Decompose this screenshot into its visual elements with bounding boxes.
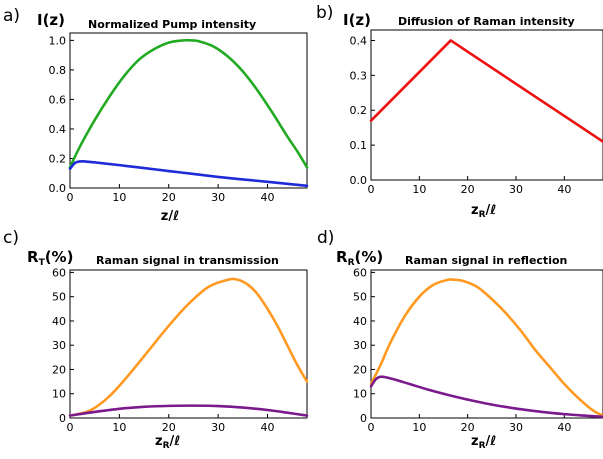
panel-b-y-tick-label: 0.2 bbox=[350, 104, 368, 117]
panel-a-x-tick-label: 20 bbox=[162, 191, 176, 204]
panel-d-x-tick-label: 40 bbox=[557, 421, 571, 434]
panel-c-series-line-1 bbox=[68, 277, 309, 417]
panel-d-y-axis-label: RR(%) bbox=[336, 248, 383, 268]
panel-d-x-axis-label: zR/ℓ bbox=[471, 434, 496, 451]
panel-a-x-tick-label: 30 bbox=[211, 191, 225, 204]
panel-d-x-tick-label: 20 bbox=[461, 421, 475, 434]
panel-c-y-tick-label: 50 bbox=[52, 291, 66, 304]
panel-b-x-tick-label: 40 bbox=[557, 183, 571, 196]
panel-d-y-tick-label: 50 bbox=[353, 291, 367, 304]
panel-b-letter: b) bbox=[316, 3, 333, 23]
panel-d-y-tick-label: 10 bbox=[353, 388, 367, 401]
panel-c-letter: c) bbox=[3, 228, 19, 248]
panel-a-y-tick-label: 0.8 bbox=[49, 64, 67, 77]
panel-c-x-axis-label: zR/ℓ bbox=[155, 434, 180, 451]
panel-b-y-tick-label: 0.4 bbox=[350, 34, 368, 47]
panel-a-y-axis-label: I(z) bbox=[37, 11, 65, 29]
panel-a-y-tick-label: 0.4 bbox=[49, 123, 67, 136]
panel-b-x-tick-label: 0 bbox=[368, 183, 375, 196]
panel-a-y-tick-label: 0.2 bbox=[49, 152, 67, 165]
panel-d: d) RR(%) Raman signal in reflection zR/ℓ… bbox=[317, 228, 603, 451]
panel-b-y-tick-label: 0.0 bbox=[350, 174, 368, 187]
panel-d-series-line-1 bbox=[369, 277, 603, 417]
panel-c-x-tick-label: 0 bbox=[67, 421, 74, 434]
panel-a-x-tick-label: 40 bbox=[261, 191, 275, 204]
panel-c-y-tick-label: 20 bbox=[52, 363, 66, 376]
panel-b-y-tick-label: 0.3 bbox=[350, 69, 368, 82]
panel-c-y-tick-label: 0 bbox=[59, 412, 66, 425]
panel-c-x-tick-label: 40 bbox=[261, 421, 275, 434]
panel-b-y-axis-label: I(z) bbox=[343, 11, 371, 29]
panel-d-plot-frame bbox=[370, 269, 603, 419]
panel-a-series-line-1 bbox=[68, 38, 309, 169]
panel-a: a) I(z) Normalized Pump intensity z/ℓ 0 1… bbox=[3, 6, 309, 224]
panel-b-y-tick-label: 0.1 bbox=[350, 139, 368, 152]
panel-d-y-tick-label: 40 bbox=[353, 315, 367, 328]
panel-c-y-tick-label: 30 bbox=[52, 339, 66, 352]
panel-a-x-tick-label: 10 bbox=[112, 191, 126, 204]
panel-c-plot-frame bbox=[69, 269, 308, 419]
panel-b-title: Diffusion of Raman intensity bbox=[398, 15, 575, 28]
panel-c-y-tick-label: 60 bbox=[52, 266, 66, 279]
panel-c-x-tick-label: 10 bbox=[112, 421, 126, 434]
panel-d-y-tick-label: 0 bbox=[360, 412, 367, 425]
panel-d-y-tick-label: 20 bbox=[353, 363, 367, 376]
panel-d-x-tick-label: 10 bbox=[412, 421, 426, 434]
panel-d-y-tick-label: 30 bbox=[353, 339, 367, 352]
panel-c-title: Raman signal in transmission bbox=[96, 254, 279, 267]
panel-d-series-line-2 bbox=[369, 375, 603, 419]
panel-b-x-tick-label: 30 bbox=[509, 183, 523, 196]
panel-b: b) I(z) Diffusion of Raman intensity zR/… bbox=[316, 3, 603, 220]
panel-b-x-tick-label: 20 bbox=[461, 183, 475, 196]
panel-c: c) RT(%) Raman signal in transmission zR… bbox=[3, 228, 309, 451]
panel-d-y-tick-label: 60 bbox=[353, 266, 367, 279]
panel-a-y-tick-label: 0.6 bbox=[49, 93, 67, 106]
panel-b-x-tick-label: 10 bbox=[412, 183, 426, 196]
panel-c-x-tick-label: 30 bbox=[211, 421, 225, 434]
panel-a-y-tick-label: 1.0 bbox=[49, 34, 67, 47]
panel-d-x-tick-label: 0 bbox=[368, 421, 375, 434]
panel-c-y-axis-label: RT(%) bbox=[27, 248, 73, 268]
panel-b-series-line-1 bbox=[369, 39, 603, 143]
panel-a-y-tick-label: 0.0 bbox=[49, 182, 67, 195]
panel-d-title: Raman signal in reflection bbox=[405, 254, 567, 267]
panel-a-x-tick-label: 0 bbox=[67, 191, 74, 204]
panel-b-plot-frame bbox=[370, 29, 603, 181]
panel-c-series-line-2 bbox=[68, 404, 309, 417]
panel-b-x-axis-label: zR/ℓ bbox=[471, 203, 496, 220]
panel-a-letter: a) bbox=[3, 6, 20, 26]
panel-d-letter: d) bbox=[317, 228, 334, 248]
panel-c-y-tick-label: 40 bbox=[52, 315, 66, 328]
panel-c-x-tick-label: 20 bbox=[162, 421, 176, 434]
panel-a-series-line-2 bbox=[68, 159, 309, 188]
panel-a-title: Normalized Pump intensity bbox=[88, 18, 256, 31]
panel-a-plot-frame bbox=[69, 32, 308, 189]
panel-d-x-tick-label: 30 bbox=[509, 421, 523, 434]
panel-c-y-tick-label: 10 bbox=[52, 388, 66, 401]
panel-a-x-axis-label: z/ℓ bbox=[161, 209, 179, 224]
